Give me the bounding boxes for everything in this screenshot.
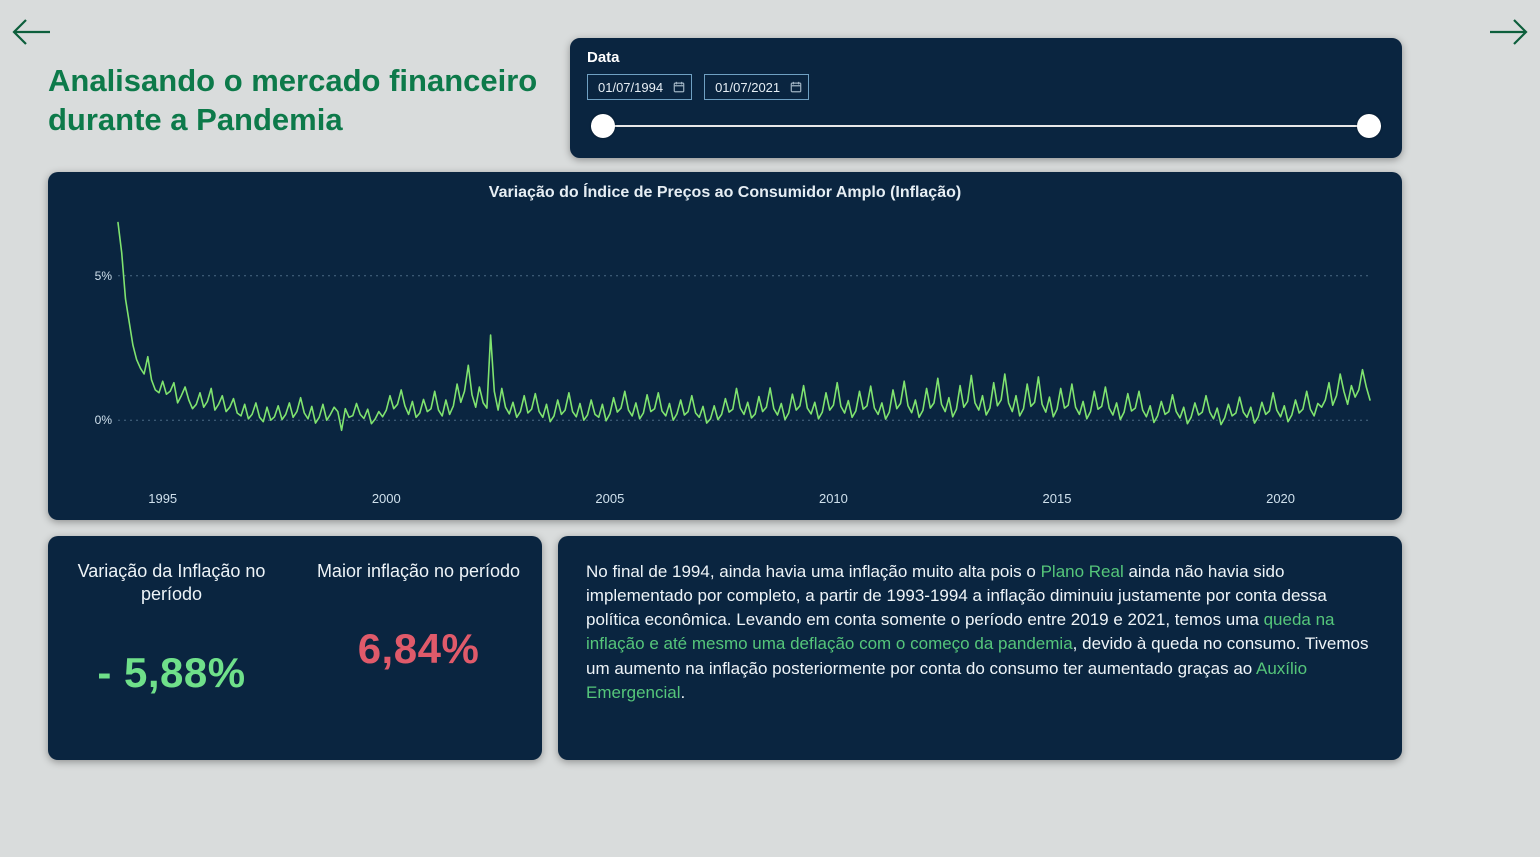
narrative-text: No final de 1994, ainda havia uma inflaç… <box>586 562 1041 581</box>
narrative-highlight: Plano Real <box>1041 562 1124 581</box>
inflation-chart-panel: Variação do Índice de Preços ao Consumid… <box>48 172 1402 520</box>
chart-plot-area[interactable]: 0%5%199520002005201020152020 <box>68 208 1382 508</box>
narrative-panel: No final de 1994, ainda havia uma inflaç… <box>558 536 1402 760</box>
slider-handle-end[interactable] <box>1357 114 1381 138</box>
stat-variation-value: - 5,88% <box>97 649 245 697</box>
date-filter-label: Data <box>587 49 1385 66</box>
date-range-slider[interactable] <box>587 112 1385 140</box>
page-title: Analisando o mercado financeiro durante … <box>48 62 548 140</box>
stats-panel: Variação da Inflação no período - 5,88% … <box>48 536 542 760</box>
date-start-value: 01/07/1994 <box>598 80 663 95</box>
calendar-icon <box>673 81 685 93</box>
nav-prev-button[interactable] <box>8 8 56 56</box>
date-start-input[interactable]: 01/07/1994 <box>587 74 692 100</box>
date-end-input[interactable]: 01/07/2021 <box>704 74 809 100</box>
calendar-icon <box>790 81 802 93</box>
date-filter-panel: Data 01/07/1994 01/07/2021 <box>570 38 1402 158</box>
stat-variation: Variação da Inflação no período - 5,88% <box>48 536 295 760</box>
stat-max-label: Maior inflação no período <box>317 560 520 583</box>
slider-handle-start[interactable] <box>591 114 615 138</box>
stat-variation-label: Variação da Inflação no período <box>67 560 277 607</box>
narrative-text: . <box>681 683 686 702</box>
date-end-value: 01/07/2021 <box>715 80 780 95</box>
stat-max-value: 6,84% <box>358 625 480 673</box>
stat-max: Maior inflação no período 6,84% <box>295 536 542 760</box>
slider-track-line <box>591 125 1381 127</box>
nav-next-button[interactable] <box>1484 8 1532 56</box>
chart-title: Variação do Índice de Preços ao Consumid… <box>68 184 1382 202</box>
